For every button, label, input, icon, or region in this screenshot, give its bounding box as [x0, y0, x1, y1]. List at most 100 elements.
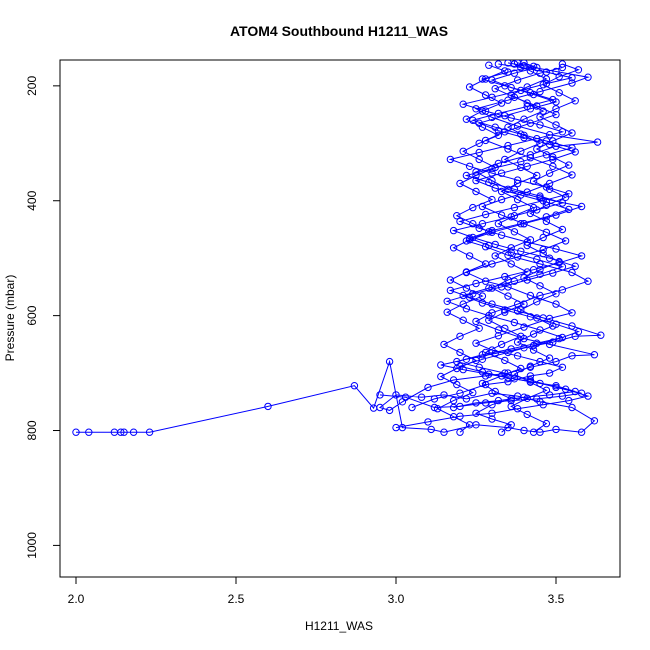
data-point	[523, 99, 531, 107]
x-axis: 2.0 2.5 3.0 3.5	[68, 576, 565, 606]
data-point	[472, 171, 480, 180]
data-point	[549, 153, 557, 161]
data-point	[526, 89, 535, 97]
data-point	[497, 428, 506, 436]
data-point	[523, 268, 531, 276]
data-point	[561, 237, 570, 245]
data-point	[507, 244, 515, 252]
data-point	[542, 75, 551, 83]
data-point	[488, 415, 496, 423]
data-point	[536, 270, 544, 278]
series-6	[472, 60, 551, 436]
data-point	[472, 317, 480, 326]
data-point	[449, 226, 458, 235]
data-point	[497, 187, 506, 196]
data-point	[555, 257, 563, 266]
data-point	[485, 228, 493, 236]
data-point	[443, 297, 451, 305]
data-point	[481, 277, 490, 285]
data-point	[507, 91, 515, 99]
data-point	[459, 300, 467, 308]
series-2	[408, 63, 576, 412]
data-point	[552, 105, 560, 113]
data-point	[526, 362, 535, 370]
data-point	[571, 332, 579, 340]
data-point	[145, 428, 154, 436]
y-axis-label: Pressure (mbar)	[3, 275, 17, 362]
data-point	[430, 403, 439, 412]
data-point	[350, 382, 359, 390]
data-point	[577, 389, 586, 397]
data-point	[542, 228, 551, 237]
data-point	[565, 205, 573, 214]
data-point	[568, 309, 576, 317]
data-point	[501, 306, 509, 314]
data-point	[465, 421, 474, 429]
data-point	[475, 155, 483, 164]
data-point	[485, 316, 493, 324]
data-point	[481, 91, 490, 99]
data-point	[507, 345, 515, 353]
data-point	[536, 192, 544, 200]
data-point	[491, 240, 499, 249]
data-point	[526, 236, 535, 244]
series-line	[453, 62, 580, 408]
data-point	[520, 344, 528, 352]
data-point	[574, 66, 583, 74]
data-point	[542, 217, 551, 226]
data-point	[542, 151, 551, 159]
data-point	[513, 60, 522, 67]
data-point	[517, 332, 525, 340]
data-point	[533, 339, 541, 347]
data-point	[539, 401, 547, 409]
data-point	[501, 67, 509, 75]
data-point	[440, 340, 448, 349]
data-point	[517, 130, 525, 138]
data-point	[558, 333, 567, 342]
data-point	[568, 403, 576, 412]
data-point	[517, 158, 525, 166]
data-point	[533, 314, 541, 322]
data-point	[453, 380, 461, 389]
data-point	[568, 144, 576, 152]
data-point	[449, 413, 458, 421]
data-point	[481, 348, 490, 357]
data-point	[488, 169, 496, 177]
data-point	[446, 155, 455, 164]
y-tick-label: 200	[25, 76, 39, 96]
data-point	[520, 426, 528, 435]
data-point	[529, 330, 538, 338]
data-point	[529, 428, 538, 436]
data-point	[542, 213, 551, 221]
data-point	[437, 361, 445, 369]
data-point	[497, 211, 506, 219]
data-point	[517, 86, 525, 95]
data-point	[507, 402, 515, 411]
data-point	[472, 176, 480, 185]
data-point	[507, 260, 515, 268]
data-point	[539, 249, 547, 258]
data-point	[488, 195, 496, 204]
data-point	[526, 67, 535, 75]
data-point	[456, 348, 464, 357]
data-point	[536, 121, 544, 129]
data-point	[497, 231, 506, 239]
data-point	[462, 171, 471, 180]
chart-title: ATOM4 Southbound H1211_WAS	[230, 23, 448, 39]
data-point	[494, 109, 503, 118]
data-point	[526, 376, 535, 384]
data-point	[507, 114, 515, 122]
data-point	[504, 96, 512, 104]
data-point	[568, 74, 576, 82]
data-point	[475, 363, 483, 371]
series-1	[72, 60, 602, 436]
data-point	[449, 396, 458, 405]
data-point	[501, 82, 509, 90]
data-point	[472, 399, 480, 407]
data-point	[513, 352, 522, 360]
data-point	[446, 276, 455, 284]
x-axis-label: H1211_WAS	[305, 619, 373, 633]
data-point	[558, 60, 567, 68]
data-point	[465, 83, 474, 91]
data-point	[536, 357, 544, 366]
